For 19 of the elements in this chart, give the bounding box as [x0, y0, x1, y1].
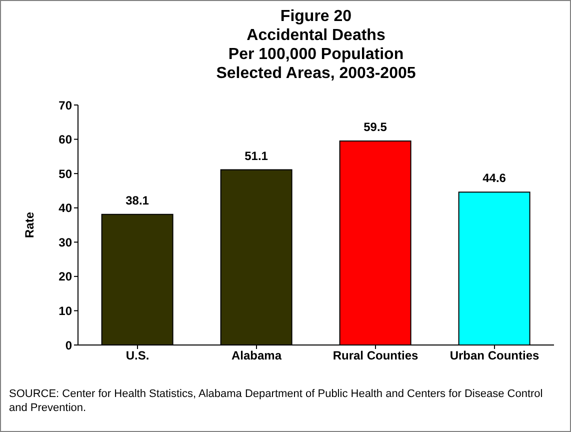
data-label: 51.1 — [244, 148, 268, 163]
y-tick-label: 10 — [58, 304, 72, 318]
x-tick-label: Alabama — [231, 348, 282, 363]
y-tick-label: 30 — [58, 235, 72, 250]
data-label: 44.6 — [482, 171, 506, 186]
x-tick-label: Rural Counties — [332, 348, 418, 363]
y-tick-label: 0 — [65, 338, 72, 352]
y-tick-label: 40 — [58, 201, 72, 216]
y-tick-label: 60 — [58, 132, 72, 147]
x-tick-label: Urban Counties — [450, 348, 540, 363]
data-label: 59.5 — [364, 120, 388, 134]
source-note: SOURCE: Center for Health Statistics, Alabama Department of Public Health and Centers for Disease Control and Prevention. — [9, 387, 544, 415]
chart-title: Figure 20 Accidental Deaths Per 100,000 Population Selected Areas, 2003-2005 — [215, 7, 417, 83]
y-tick-label: 20 — [58, 270, 72, 284]
y-tick-label: 70 — [58, 98, 72, 112]
x-tick-label: U.S. — [126, 348, 150, 363]
data-label: 38.1 — [126, 193, 150, 208]
y-tick-label: 50 — [58, 166, 72, 181]
y-axis-title: Rate — [22, 212, 36, 238]
